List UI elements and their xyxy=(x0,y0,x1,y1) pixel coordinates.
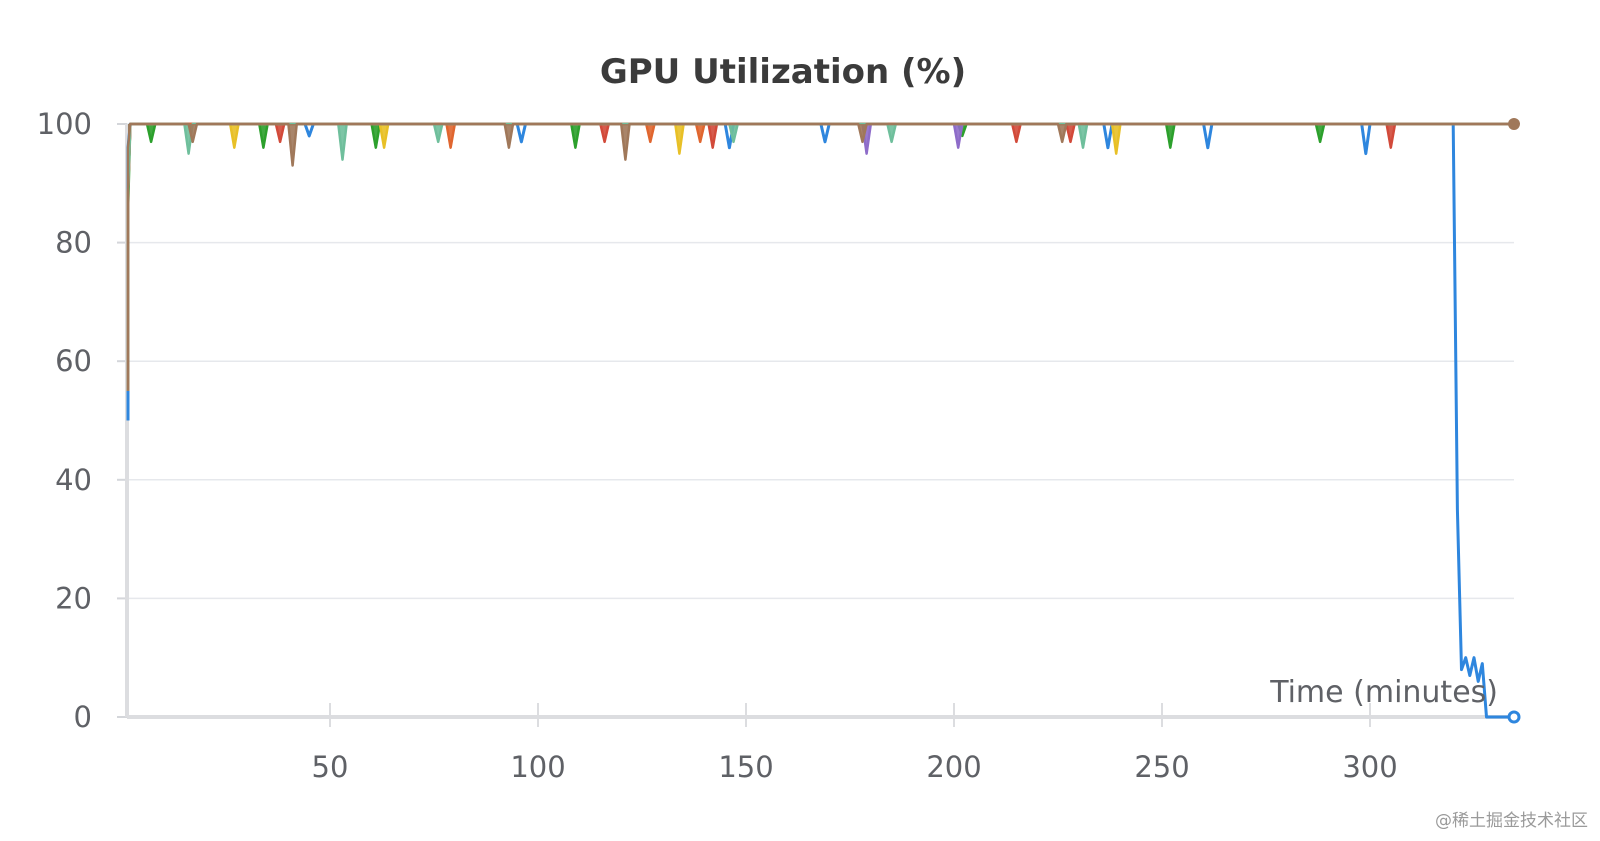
y-tick-label-40: 40 xyxy=(55,463,92,497)
x-axis-label: Time (minutes) xyxy=(1269,675,1498,710)
series-fill-purple xyxy=(128,124,1514,391)
series-end-marker-blue xyxy=(1507,710,1521,724)
axes xyxy=(117,123,1514,727)
grid-lines xyxy=(127,123,1514,600)
tick-labels: 0 20 40 60 80 100 50 100 150 200 250 300 xyxy=(37,107,1398,784)
series-fill-brown xyxy=(128,124,1514,391)
chart-title: GPU Utilization (%) xyxy=(600,52,966,92)
x-tick-label-100: 100 xyxy=(510,750,565,784)
x-tick-label-200: 200 xyxy=(926,750,981,784)
series-line-brown xyxy=(126,122,1514,391)
series-end-marker-brown xyxy=(1508,118,1520,130)
series-fill-red xyxy=(128,124,1514,391)
y-tick-label-80: 80 xyxy=(55,226,92,260)
y-tick-label-60: 60 xyxy=(55,344,92,378)
x-tick-label-250: 250 xyxy=(1134,750,1189,784)
series-fill-yellow xyxy=(128,124,1514,391)
series-line-red xyxy=(126,122,1514,391)
series-fill-green xyxy=(128,124,1514,391)
y-tick-label-100: 100 xyxy=(37,107,92,141)
series-line-orange xyxy=(126,122,1514,391)
series-lines xyxy=(126,118,1521,724)
y-tick-label-20: 20 xyxy=(55,581,92,615)
x-tick-label-300: 300 xyxy=(1342,750,1397,784)
watermark-text: @稀土掘金技术社区 xyxy=(1435,811,1588,831)
series-line-yellow xyxy=(126,122,1514,391)
y-tick-label-0: 0 xyxy=(74,700,92,734)
series-line-purple xyxy=(126,122,1514,391)
series-fill-orange xyxy=(128,124,1514,391)
x-tick-label-50: 50 xyxy=(312,750,349,784)
x-tick-label-150: 150 xyxy=(718,750,773,784)
series-line-green xyxy=(126,122,1514,391)
series-line-blue xyxy=(126,122,1514,719)
series-line-teal xyxy=(126,122,1514,391)
series-fill-teal xyxy=(128,124,1514,391)
